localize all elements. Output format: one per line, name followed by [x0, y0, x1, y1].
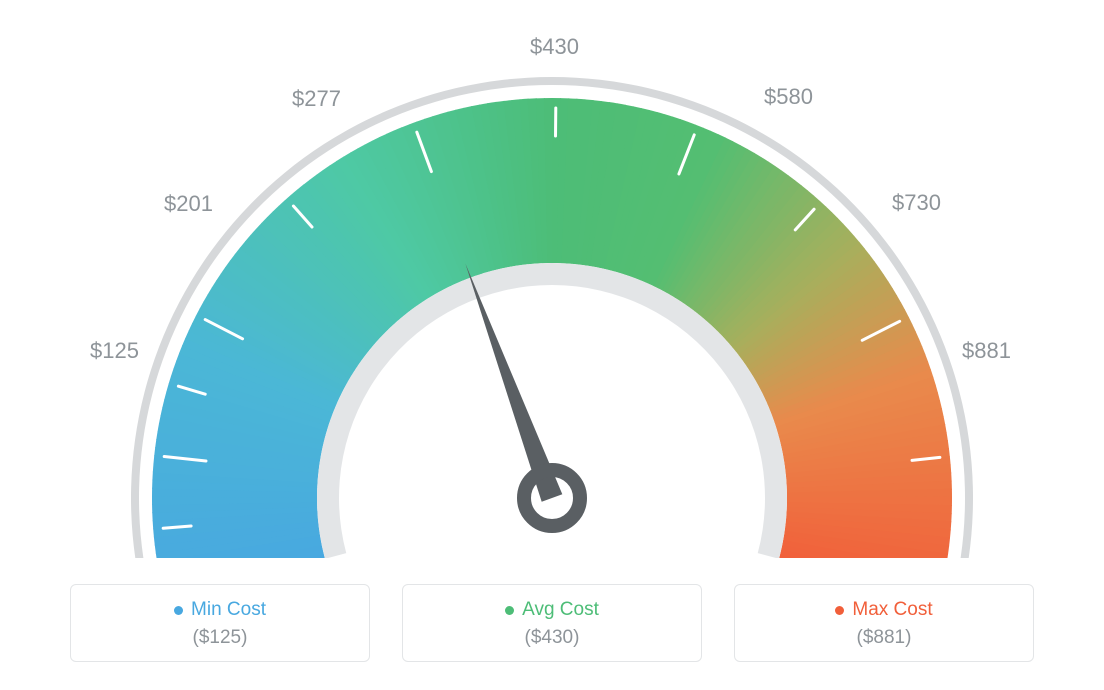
legend-title-max: Max Cost [835, 599, 932, 621]
legend-dot-min-icon [174, 606, 183, 615]
legend-value-avg: ($430) [403, 627, 701, 649]
legend-title-avg: Avg Cost [505, 599, 599, 621]
legend-dot-avg-icon [505, 606, 514, 615]
legend-value-min: ($125) [71, 627, 369, 649]
cost-gauge-chart [52, 18, 1052, 558]
legend-value-max: ($881) [735, 627, 1033, 649]
legend-row: Min Cost ($125) Avg Cost ($430) Max Cost… [70, 584, 1034, 662]
gauge-tick-label: $580 [764, 84, 813, 110]
legend-label-max: Max Cost [852, 599, 932, 621]
gauge-tick-label: $125 [90, 338, 139, 364]
gauge-tick-label: $277 [292, 86, 341, 112]
gauge-tick-label: $201 [164, 191, 213, 217]
gauge-tick-label: $430 [530, 34, 579, 60]
legend-dot-max-icon [835, 606, 844, 615]
legend-card-max: Max Cost ($881) [734, 584, 1034, 662]
legend-label-min: Min Cost [191, 599, 266, 621]
gauge-tick-label: $881 [962, 338, 1011, 364]
legend-card-avg: Avg Cost ($430) [402, 584, 702, 662]
legend-card-min: Min Cost ($125) [70, 584, 370, 662]
gauge-container: $125 $201 $277 $430 $580 $730 $881 [52, 18, 1052, 558]
legend-title-min: Min Cost [174, 599, 266, 621]
legend-label-avg: Avg Cost [522, 599, 599, 621]
gauge-tick-label: $730 [892, 190, 941, 216]
